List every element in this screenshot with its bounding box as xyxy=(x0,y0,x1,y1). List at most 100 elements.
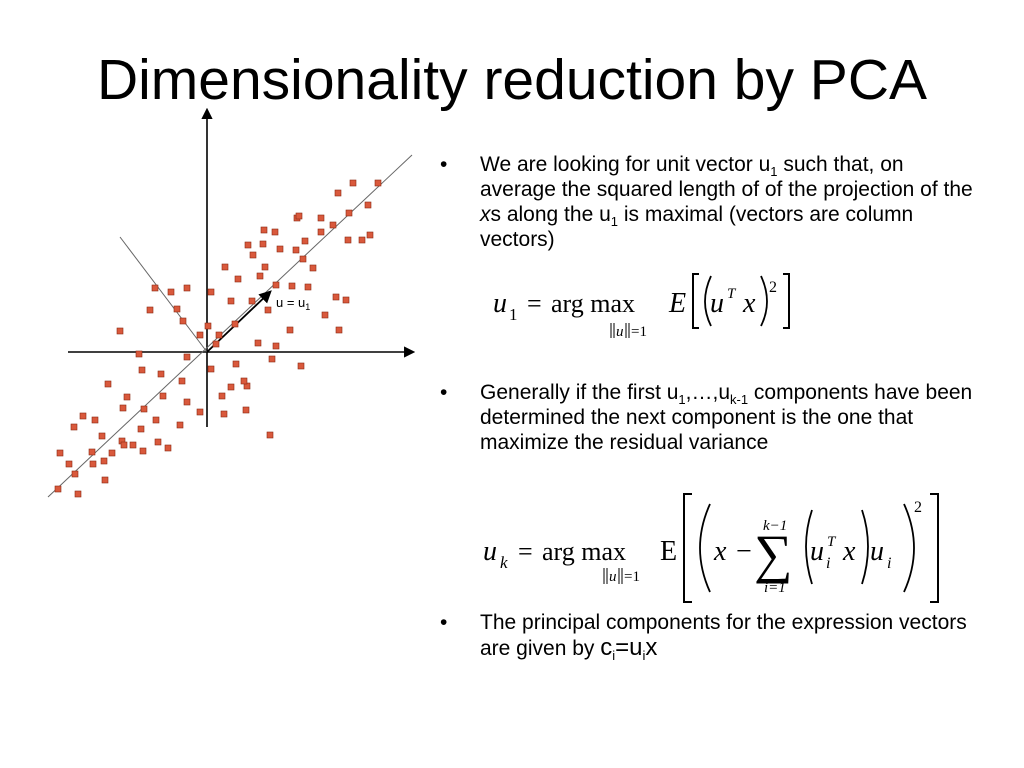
data-point xyxy=(321,311,329,319)
data-point xyxy=(272,342,280,350)
svg-text:∑: ∑ xyxy=(754,524,793,584)
data-point xyxy=(151,284,159,292)
svg-text:T: T xyxy=(727,286,737,302)
principal-axis-line xyxy=(47,154,413,498)
slide-title: Dimensionality reduction by PCA xyxy=(96,48,928,112)
bullet-marker: • xyxy=(440,153,448,176)
data-point xyxy=(295,212,303,220)
svg-text:2: 2 xyxy=(914,499,922,516)
data-point xyxy=(178,377,186,385)
data-point xyxy=(345,209,353,217)
data-point xyxy=(268,355,276,363)
data-point xyxy=(344,236,352,244)
data-point xyxy=(173,305,181,313)
bullet-marker: • xyxy=(440,381,448,404)
svg-text:i: i xyxy=(887,555,891,572)
data-point xyxy=(264,306,272,314)
data-point xyxy=(374,179,382,187)
data-point xyxy=(271,228,279,236)
data-point xyxy=(196,331,204,339)
data-point xyxy=(227,383,235,391)
data-point xyxy=(260,226,268,234)
equation-first-component: u 1 = arg max u =1 E u T x 2 xyxy=(493,273,790,338)
svg-text:E: E xyxy=(660,536,677,567)
data-point xyxy=(119,404,127,412)
data-point xyxy=(207,288,215,296)
data-point xyxy=(242,406,250,414)
data-point xyxy=(240,377,248,385)
data-point xyxy=(232,360,240,368)
data-point xyxy=(358,236,366,244)
data-point xyxy=(304,283,312,291)
data-point xyxy=(70,423,78,431)
data-point xyxy=(79,412,87,420)
data-point xyxy=(286,326,294,334)
svg-text:x: x xyxy=(713,536,727,567)
data-point xyxy=(288,282,296,290)
data-point xyxy=(342,296,350,304)
data-points xyxy=(54,179,382,498)
data-point xyxy=(227,297,235,305)
data-point xyxy=(215,331,223,339)
data-point xyxy=(104,380,112,388)
data-point xyxy=(221,263,229,271)
data-point xyxy=(244,241,252,249)
orthogonal-axis-line xyxy=(119,236,208,353)
svg-text:u: u xyxy=(609,569,617,585)
data-point xyxy=(56,449,64,457)
svg-text:x: x xyxy=(842,536,856,567)
svg-text:i: i xyxy=(826,555,830,572)
data-point xyxy=(91,416,99,424)
data-point xyxy=(167,288,175,296)
svg-text:i=1: i=1 xyxy=(764,580,786,596)
data-point xyxy=(204,322,212,330)
data-point xyxy=(212,340,220,348)
data-point xyxy=(120,441,128,449)
svg-text:u: u xyxy=(810,536,824,567)
data-point xyxy=(157,370,165,378)
svg-text:x: x xyxy=(742,288,756,319)
svg-text:T: T xyxy=(827,534,837,550)
data-point xyxy=(89,460,97,468)
data-point xyxy=(329,221,337,229)
svg-text:=: = xyxy=(518,537,533,566)
data-point xyxy=(332,293,340,301)
data-point xyxy=(65,460,73,468)
svg-text:1: 1 xyxy=(509,305,518,324)
svg-text:k−1: k−1 xyxy=(763,518,787,534)
data-point xyxy=(183,398,191,406)
data-point xyxy=(207,365,215,373)
data-point xyxy=(123,393,131,401)
data-point xyxy=(196,408,204,416)
svg-text:=1: =1 xyxy=(631,324,647,338)
svg-text:=1: =1 xyxy=(624,569,640,585)
data-point xyxy=(335,326,343,334)
data-point xyxy=(146,306,154,314)
svg-text:−: − xyxy=(736,536,752,567)
svg-text:k: k xyxy=(500,553,508,572)
svg-text:u: u xyxy=(710,288,724,319)
bullet-text: We are looking for unit vector u1 such t… xyxy=(480,153,973,251)
svg-text:u: u xyxy=(493,288,507,319)
data-point xyxy=(266,431,274,439)
data-point xyxy=(366,231,374,239)
data-point xyxy=(100,457,108,465)
data-point xyxy=(116,327,124,335)
data-point xyxy=(364,201,372,209)
data-point xyxy=(299,255,307,263)
data-point xyxy=(309,264,317,272)
data-point xyxy=(176,421,184,429)
data-point xyxy=(108,449,116,457)
svg-text:u: u xyxy=(870,536,884,567)
data-point xyxy=(261,263,269,271)
data-point xyxy=(159,392,167,400)
data-point xyxy=(292,246,300,254)
data-point xyxy=(101,476,109,484)
data-point xyxy=(137,425,145,433)
data-point xyxy=(334,189,342,197)
equation-kth-component: u k = arg max u =1 E x − k−1 ∑ i=1 u i T… xyxy=(483,493,939,603)
data-point xyxy=(218,392,226,400)
data-point xyxy=(179,317,187,325)
data-point xyxy=(259,240,267,248)
pca-scatter-figure: u = u1 xyxy=(47,107,416,498)
